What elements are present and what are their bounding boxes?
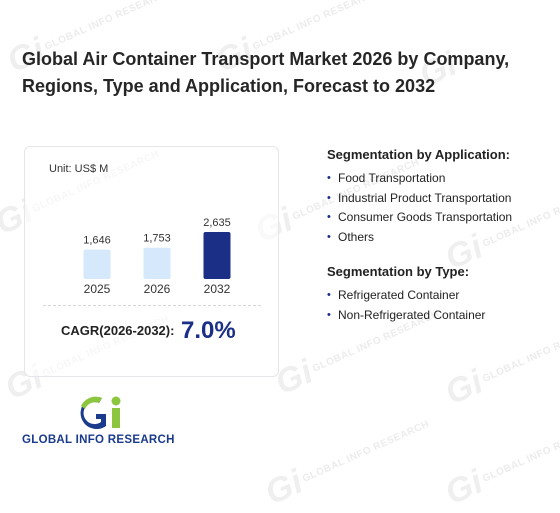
- watermark: GiGLOBAL INFO RESEARCH: [439, 418, 560, 513]
- value-label: 2,635: [203, 217, 231, 229]
- category-label: 2026: [144, 282, 171, 296]
- segmentation-type: Segmentation by Type: Refrigerated Conta…: [327, 264, 485, 325]
- chart-card: Unit: US$ M 1,646 2025 1,753 2026 2,635 2032 …: [24, 146, 279, 377]
- application-item: Consumer Goods Transportation: [327, 208, 512, 228]
- category-label: 2025: [84, 282, 111, 296]
- page-title: Global Air Container Transport Market 20…: [22, 49, 510, 96]
- value-label: 1,753: [143, 233, 171, 245]
- cagr-value: 7.0%: [181, 317, 236, 344]
- bar-2032: [203, 232, 231, 279]
- application-item: Industrial Product Transportation: [327, 189, 512, 209]
- logo-text: GLOBAL INFO RESEARCH: [22, 434, 175, 446]
- segmentation-application: Segmentation by Application: Food Transp…: [327, 147, 512, 248]
- bar-2025: [83, 249, 111, 279]
- bar-2026: [143, 247, 171, 279]
- cagr-label: CAGR(2026-2032):: [61, 323, 175, 338]
- company-logo: GLOBAL INFO RESEARCH: [22, 392, 192, 452]
- watermark: GiGLOBAL INFO RESEARCH: [259, 418, 432, 513]
- value-label: 1,646: [83, 235, 111, 247]
- segmentation-application-heading: Segmentation by Application:: [327, 147, 510, 162]
- gir-logo-icon: [80, 396, 121, 430]
- divider: [43, 305, 261, 306]
- application-item: Others: [327, 228, 512, 248]
- segmentation-type-heading: Segmentation by Type:: [327, 264, 470, 279]
- type-item: Non-Refrigerated Container: [327, 306, 485, 326]
- category-label: 2032: [204, 282, 231, 296]
- application-item: Food Transportation: [327, 169, 512, 189]
- bar-chart: 1,646 2025 1,753 2026 2,635 2032: [83, 217, 231, 296]
- type-item: Refrigerated Container: [327, 286, 485, 306]
- unit-label: Unit: US$ M: [49, 163, 109, 175]
